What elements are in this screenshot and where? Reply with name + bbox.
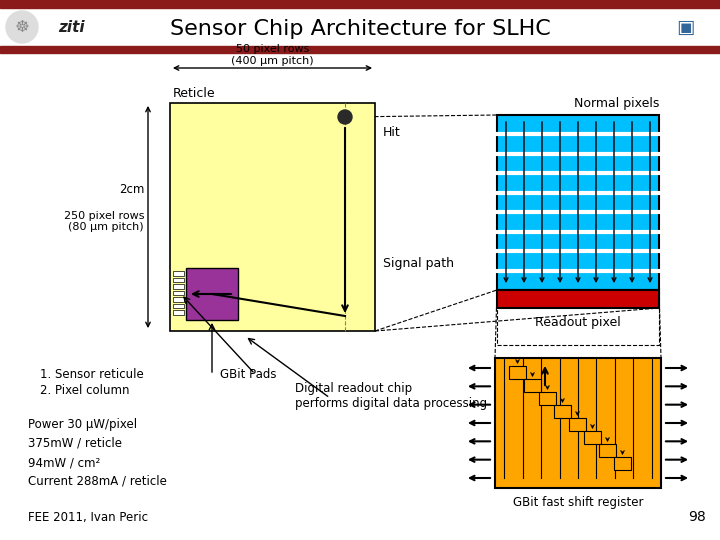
- Bar: [539, 392, 556, 405]
- Text: 98: 98: [688, 510, 706, 524]
- Text: Normal pixels: Normal pixels: [574, 97, 659, 110]
- Bar: [186, 268, 238, 320]
- Text: ziti: ziti: [58, 19, 85, 35]
- Bar: [0, 8, 720, 46]
- Text: 50 pixel rows
(400 μm pitch): 50 pixel rows (400 μm pitch): [231, 44, 314, 66]
- Text: 2cm: 2cm: [119, 183, 144, 196]
- Bar: [173, 297, 184, 301]
- Text: FEE 2011, Ivan Peric: FEE 2011, Ivan Peric: [28, 511, 148, 524]
- Bar: [599, 444, 616, 457]
- Bar: [554, 405, 571, 418]
- Bar: [173, 291, 184, 295]
- Text: Signal path: Signal path: [383, 256, 454, 269]
- Text: Sensor Chip Architecture for SLHC: Sensor Chip Architecture for SLHC: [170, 19, 550, 39]
- Text: Reticle: Reticle: [173, 87, 215, 100]
- Text: 250 pixel rows
(80 μm pitch): 250 pixel rows (80 μm pitch): [63, 211, 144, 232]
- Bar: [173, 271, 184, 275]
- Bar: [0, 0, 720, 8]
- Bar: [173, 284, 184, 288]
- Text: Digital readout chip
performs digital data processing: Digital readout chip performs digital da…: [295, 382, 487, 410]
- Bar: [0, 46, 720, 53]
- Text: Power 30 μW/pixel
375mW / reticle
94mW / cm²
Current 288mA / reticle: Power 30 μW/pixel 375mW / reticle 94mW /…: [28, 418, 167, 488]
- Bar: [495, 358, 661, 488]
- Text: GBit fast shift register: GBit fast shift register: [513, 496, 643, 509]
- Bar: [497, 290, 659, 308]
- Text: Readout pixel: Readout pixel: [535, 316, 621, 329]
- Text: GBit Pads: GBit Pads: [220, 368, 276, 381]
- Bar: [569, 418, 586, 431]
- Bar: [170, 103, 375, 331]
- Text: 2. Pixel column: 2. Pixel column: [40, 384, 130, 397]
- Bar: [173, 310, 184, 314]
- Text: ▣: ▣: [677, 17, 695, 37]
- Circle shape: [338, 110, 352, 124]
- Bar: [524, 379, 541, 392]
- Circle shape: [6, 11, 38, 43]
- Bar: [173, 303, 184, 308]
- Bar: [584, 431, 601, 444]
- Bar: [173, 278, 184, 282]
- Bar: [614, 457, 631, 470]
- Text: Hit: Hit: [383, 126, 401, 139]
- Text: 1. Sensor reticule: 1. Sensor reticule: [40, 368, 144, 381]
- Bar: [509, 366, 526, 379]
- Text: ☸: ☸: [14, 18, 30, 36]
- Bar: [497, 115, 659, 290]
